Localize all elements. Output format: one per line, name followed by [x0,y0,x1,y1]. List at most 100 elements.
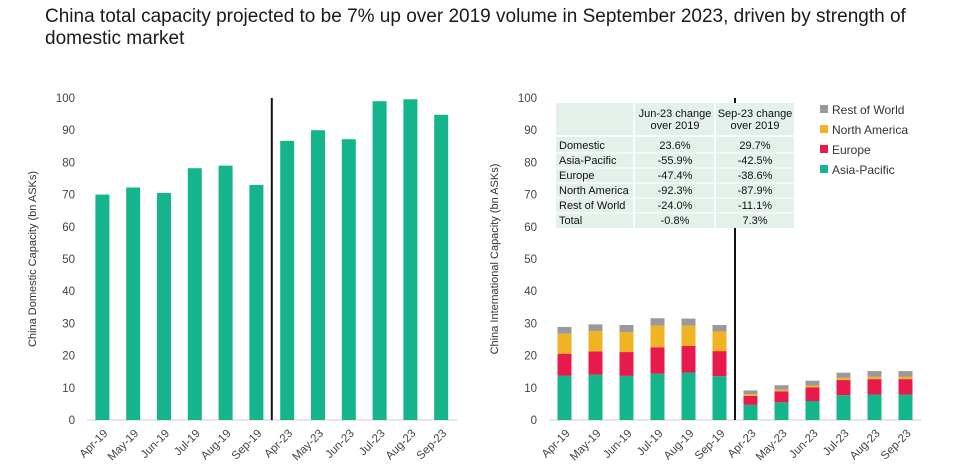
change-table-header: Sep-23 change [718,108,793,120]
international-capacity-chart: 0 10 20 30 40 50 60 70 80 90 100 China Internationa… [489,93,921,463]
international-bar-rest-of-world [805,380,820,386]
legend-swatch [820,105,828,113]
domestic-xtick-label: Aug-23 [384,428,419,463]
change-table-cell: -0.8% [661,215,690,227]
legend-label: Europe [832,143,871,157]
international-bar-asia-pacific [836,395,851,420]
legend-label: Rest of World [832,103,904,117]
international-bar-asia-pacific [774,402,789,420]
change-table-header: over 2019 [651,120,700,132]
international-bar-europe [774,391,789,403]
domestic-bar [434,114,449,420]
international-ytick-label: 40 [524,286,537,298]
international-bar-north-america [588,331,603,352]
international-ytick-label: 60 [524,222,537,234]
change-table-row-label: Total [559,215,582,227]
international-bar-rest-of-world [867,371,882,377]
domestic-ytick-label: 20 [62,351,75,363]
change-table-row-label: Asia-Pacific [559,155,617,167]
international-xtick-label: Sep-23 [879,428,914,463]
international-bar-north-america [712,331,727,352]
international-bar-asia-pacific [619,375,634,420]
international-ytick-label: 100 [518,93,537,105]
international-bar-europe [588,351,603,375]
legend-label: North America [832,123,908,137]
domestic-ytick-label: 0 [69,415,75,427]
domestic-bar [403,99,418,421]
domestic-bar [187,168,202,420]
change-table-row-label: Domestic [559,140,605,152]
domestic-xtick-label: Aug-19 [199,428,234,463]
international-xtick-label: Aug-19 [662,428,697,463]
international-bar-europe [619,352,634,376]
international-bar-asia-pacific [898,394,913,420]
domestic-ytick-label: 80 [62,157,75,169]
international-bar-rest-of-world [557,326,572,334]
domestic-xtick-label: May-19 [106,428,142,464]
international-bar-asia-pacific [557,375,572,420]
domestic-ytick-label: 100 [56,93,75,105]
international-bar-asia-pacific [681,372,696,420]
international-bar-north-america [836,377,851,381]
domestic-bar [311,130,325,420]
international-y-axis-label: China International Capacity (bn ASKs) [489,164,501,355]
international-xtick-label: Aug-23 [848,428,883,463]
international-bar-rest-of-world [836,372,851,378]
change-table-background [556,103,794,228]
chart-title: China total capacity projected to be 7% … [45,6,906,49]
domestic-xtick-label: Jun-23 [324,428,357,461]
domestic-xtick-label: May-23 [291,428,327,464]
international-bar-rest-of-world [650,318,665,326]
international-ytick-label: 0 [531,415,537,427]
domestic-bar [95,194,110,420]
international-bar-north-america [867,376,882,380]
domestic-capacity-chart: 0 10 20 30 40 50 60 70 80 90 100 China Domestic Cap… [27,93,457,463]
domestic-ytick-label: 90 [62,125,75,137]
international-bar-asia-pacific [588,374,603,420]
international-xtick-label: May-19 [568,428,604,464]
international-bar-north-america [619,332,634,353]
domestic-ytick-label: 30 [62,318,75,330]
international-bar-rest-of-world [743,390,758,395]
change-table-row-label: North America [559,185,630,197]
international-bar-asia-pacific [743,404,758,420]
international-bar-asia-pacific [712,376,727,420]
change-table-cell: -87.9% [738,185,773,197]
legend-swatch [820,145,828,153]
legend-swatch [820,165,828,173]
domestic-ytick-label: 60 [62,222,75,234]
change-table-cell: 29.7% [739,140,770,152]
international-bar-rest-of-world [774,385,789,390]
international-ytick-label: 50 [524,254,537,266]
international-bar-europe [743,395,758,405]
international-bar-north-america [681,325,696,346]
international-bar-north-america [650,325,665,348]
international-bar-asia-pacific [650,373,665,420]
international-xtick-label: Jun-19 [601,428,634,461]
legend-label: Asia-Pacific [832,163,895,177]
domestic-ytick-label: 50 [62,254,75,266]
international-bar-europe [650,347,665,374]
domestic-ytick-label: 40 [62,286,75,298]
international-ytick-label: 80 [524,157,537,169]
change-table-header: over 2019 [731,120,780,132]
change-table-cell: -11.1% [738,200,772,212]
change-table-row-label: Europe [559,170,594,182]
international-bar-north-america [898,376,913,380]
international-bar-asia-pacific [867,394,882,420]
domestic-ytick-label: 10 [62,383,75,395]
change-table-cell: 23.6% [659,140,690,152]
international-ytick-label: 20 [524,351,537,363]
change-table-cell: -24.0% [658,200,693,212]
international-bar-rest-of-world [681,318,696,326]
international-xtick-label: May-23 [754,428,790,464]
international-bar-europe [805,387,820,402]
international-xtick-label: Jun-23 [787,428,820,461]
international-xtick-label: Sep-19 [693,428,728,463]
international-ytick-label: 90 [524,125,537,137]
international-bar-rest-of-world [588,324,603,332]
international-bar-europe [867,379,882,395]
international-bar-europe [898,379,913,395]
domestic-bar [372,101,387,420]
